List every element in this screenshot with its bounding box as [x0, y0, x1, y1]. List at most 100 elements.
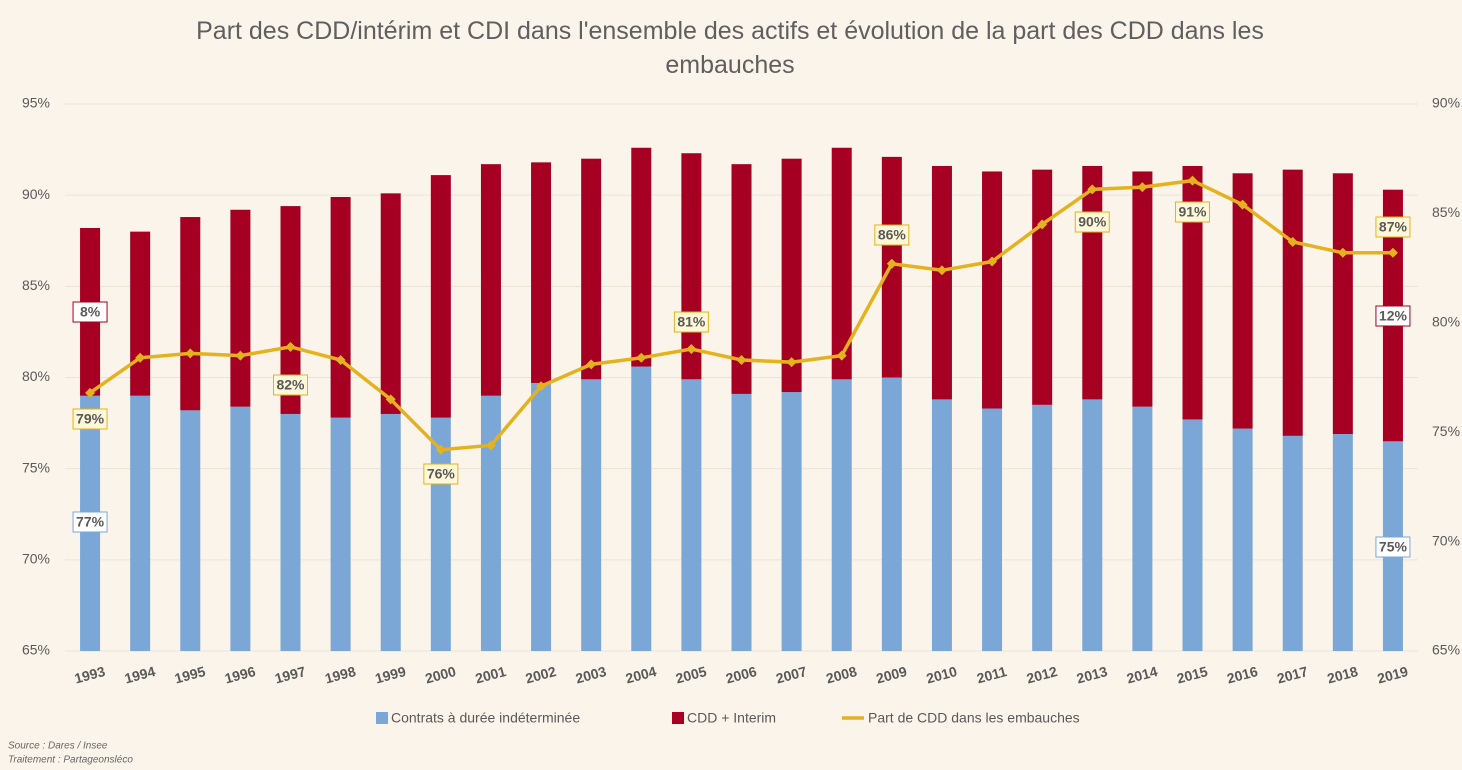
legend-label: Contrats à durée indéterminée	[391, 710, 580, 726]
line-marker	[1387, 247, 1398, 258]
annotation-box	[423, 463, 459, 485]
annotation: 77%	[76, 514, 105, 530]
bar	[982, 171, 1003, 409]
x-tick-label: 2012	[1025, 663, 1059, 687]
annotation: 86%	[878, 227, 907, 243]
bar	[731, 393, 752, 651]
annotation-box	[273, 374, 308, 396]
x-tick-label: 2017	[1275, 663, 1309, 687]
x-tick-label: 1996	[223, 663, 257, 687]
y-tick-label: 70%	[22, 551, 50, 567]
bar	[1082, 399, 1103, 651]
x-tick-label: 2007	[774, 663, 808, 687]
legend-label: CDD + Interim	[687, 710, 776, 726]
annotation: 87%	[1379, 219, 1408, 235]
bar	[931, 399, 952, 651]
bar	[982, 408, 1003, 651]
y2-tick-label: 70%	[1432, 532, 1460, 548]
x-tick-label: 2009	[874, 663, 908, 687]
line-marker	[1037, 219, 1048, 230]
line-marker	[686, 344, 697, 355]
bar	[781, 392, 802, 651]
bar	[130, 231, 151, 396]
annotation-box	[72, 511, 108, 533]
bar	[1032, 169, 1053, 405]
bar	[330, 196, 351, 418]
x-tick-label: 1995	[173, 663, 207, 687]
bar	[1132, 406, 1153, 651]
chart-title: Part des CDD/intérim et CDI dans l'ensem…	[196, 17, 1264, 79]
x-tick-label: 2018	[1325, 663, 1359, 687]
legend-swatch	[672, 712, 684, 724]
annotation: 75%	[1379, 539, 1408, 555]
line-marker	[536, 381, 547, 392]
x-tick-label: 2019	[1375, 663, 1409, 687]
line-marker	[636, 352, 647, 363]
line-marker	[786, 357, 797, 368]
line-marker	[987, 256, 998, 267]
annotation: 82%	[276, 377, 305, 393]
bar	[1082, 165, 1103, 400]
bar	[1332, 434, 1353, 651]
line-marker	[385, 394, 396, 405]
bar	[631, 366, 652, 651]
x-tick-label: 2006	[724, 663, 758, 687]
bar	[1182, 165, 1203, 420]
annotation-box	[1375, 216, 1411, 238]
bar	[781, 158, 802, 393]
legend-swatch	[376, 712, 388, 724]
bar	[831, 379, 852, 651]
bar	[230, 406, 251, 651]
bar	[130, 395, 151, 651]
bar	[631, 147, 652, 367]
x-tick-label: 1998	[323, 663, 357, 687]
line-marker	[185, 348, 196, 359]
bar	[330, 417, 351, 651]
bar	[280, 413, 301, 651]
annotation: 91%	[1178, 204, 1207, 220]
y2-tick-label: 90%	[1432, 95, 1460, 111]
line-marker	[85, 387, 96, 398]
annotation: 12%	[1379, 308, 1408, 324]
annotation-box	[72, 408, 108, 430]
y2-tick-label: 75%	[1432, 423, 1460, 439]
y-tick-label: 80%	[22, 368, 50, 384]
line-marker	[335, 354, 346, 365]
annotation: 76%	[427, 466, 456, 482]
line-marker	[135, 352, 146, 363]
bar	[881, 377, 902, 651]
line-marker	[1337, 247, 1348, 258]
bar	[581, 158, 602, 380]
bar	[1282, 169, 1303, 436]
line-marker	[435, 444, 446, 455]
line-marker	[485, 440, 496, 451]
x-tick-label: 1997	[273, 663, 307, 687]
bar	[1332, 173, 1353, 435]
source: Source : Dares / Insee	[8, 741, 108, 752]
bar	[531, 382, 552, 651]
x-tick-label: 2008	[824, 663, 858, 687]
line-marker	[1237, 199, 1248, 210]
y2-tick-label: 85%	[1432, 204, 1460, 220]
annotation: 79%	[76, 411, 105, 427]
x-tick-label: 2010	[924, 663, 958, 687]
annotation-box	[1375, 536, 1411, 558]
annotation-box	[1375, 305, 1411, 327]
line-marker	[1087, 184, 1098, 195]
bar	[380, 413, 401, 651]
bar	[180, 410, 201, 651]
annotation-box	[1175, 201, 1210, 223]
annotation: 90%	[1078, 214, 1107, 230]
bar	[230, 209, 251, 407]
y-tick-label: 75%	[22, 459, 50, 475]
bar	[480, 164, 501, 396]
x-tick-label: 2005	[674, 663, 708, 687]
bar	[581, 379, 602, 651]
x-tick-label: 1994	[123, 663, 157, 687]
bar	[1032, 404, 1053, 651]
y-tick-label: 95%	[22, 95, 50, 111]
line-marker	[1187, 175, 1198, 186]
y-tick-label: 65%	[22, 642, 50, 658]
line-marker	[936, 265, 947, 276]
